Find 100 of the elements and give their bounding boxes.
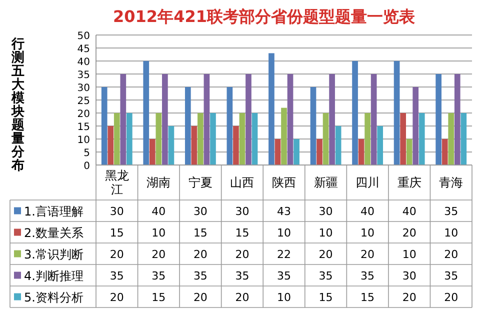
bar xyxy=(156,113,162,165)
bar xyxy=(394,61,400,165)
data-label: 20 xyxy=(110,290,124,304)
data-label: 20 xyxy=(152,248,166,261)
bar xyxy=(114,113,120,165)
data-label: 20 xyxy=(235,290,250,304)
bar xyxy=(252,113,258,165)
data-label: 15 xyxy=(360,290,375,304)
bar xyxy=(310,87,316,165)
data-label: 22 xyxy=(277,248,291,261)
data-label: 10 xyxy=(152,226,166,240)
bar xyxy=(370,74,377,165)
bar xyxy=(460,113,467,165)
bar xyxy=(358,139,364,165)
data-label: 10 xyxy=(444,226,458,240)
data-label: 35 xyxy=(110,269,124,282)
bar xyxy=(191,126,198,165)
data-label: 15 xyxy=(110,226,124,240)
data-label: 35 xyxy=(152,269,166,282)
bar xyxy=(448,113,454,165)
bar xyxy=(274,139,281,165)
data-label: 35 xyxy=(277,269,291,282)
bar xyxy=(329,74,335,165)
y-tick-label: 15 xyxy=(77,122,90,133)
bar xyxy=(442,139,448,165)
bar xyxy=(454,74,460,165)
data-label: 10 xyxy=(277,226,291,240)
bar xyxy=(287,74,294,165)
data-label: 20 xyxy=(444,248,458,261)
legend-label: 3.常识判断 xyxy=(24,247,84,262)
bar xyxy=(239,113,246,165)
bar xyxy=(162,74,168,165)
y-tick-label: 50 xyxy=(77,31,90,42)
bar xyxy=(246,74,252,165)
bar xyxy=(436,74,442,165)
y-tick-label: 0 xyxy=(84,161,90,172)
bar xyxy=(210,113,216,165)
x-tick-label: 四川 xyxy=(356,176,380,190)
data-label: 30 xyxy=(110,204,124,218)
x-tick-label: 黑龙江 xyxy=(104,168,129,196)
x-tick-label: 陕西 xyxy=(272,176,296,190)
bar xyxy=(120,74,126,165)
bar xyxy=(281,108,287,165)
legend-label: 1.言语理解 xyxy=(24,204,84,218)
bar xyxy=(226,87,233,165)
bar xyxy=(322,113,329,165)
x-tick-label: 山西 xyxy=(230,176,254,190)
bar xyxy=(400,113,406,165)
data-label: 35 xyxy=(235,269,250,282)
data-label: 20 xyxy=(318,248,333,261)
data-label: 15 xyxy=(318,290,333,304)
bar xyxy=(294,139,300,165)
x-tick-label: 湖南 xyxy=(146,176,171,190)
y-tick-label: 35 xyxy=(77,70,90,81)
bar xyxy=(143,61,150,165)
chart-title: 2012年421联考部分省份题型题量一览表 xyxy=(113,7,416,26)
bar xyxy=(268,53,274,165)
data-label: 15 xyxy=(152,290,166,304)
bar xyxy=(412,87,419,165)
legend-label: 2.数量关系 xyxy=(24,226,84,240)
data-label: 10 xyxy=(402,248,416,261)
bar xyxy=(233,126,239,165)
data-label: 20 xyxy=(444,290,458,304)
data-label: 35 xyxy=(318,269,333,282)
data-label: 35 xyxy=(444,204,458,218)
y-tick-label: 30 xyxy=(77,83,90,94)
y-tick-label: 10 xyxy=(77,135,90,146)
data-label: 35 xyxy=(193,269,208,282)
bar xyxy=(149,139,156,165)
y-tick-label: 40 xyxy=(77,57,90,68)
y-tick-label: 45 xyxy=(77,44,90,55)
data-label: 20 xyxy=(402,226,416,240)
data-label: 40 xyxy=(402,204,416,218)
data-label: 20 xyxy=(193,248,208,261)
bar xyxy=(168,126,174,165)
ylabel: 行测五大模块题量分布 xyxy=(12,37,24,174)
data-label: 30 xyxy=(318,204,333,218)
x-tick-label: 新疆 xyxy=(314,176,338,190)
data-label: 30 xyxy=(193,204,208,218)
y-tick-label: 20 xyxy=(77,109,90,120)
data-label: 20 xyxy=(235,248,250,261)
data-label: 10 xyxy=(318,226,333,240)
data-label: 40 xyxy=(360,204,375,218)
bar xyxy=(184,87,191,165)
data-label: 20 xyxy=(193,290,208,304)
data-label: 15 xyxy=(235,226,250,240)
data-label: 30 xyxy=(235,204,250,218)
data-label: 20 xyxy=(402,290,416,304)
data-label: 40 xyxy=(152,204,166,218)
data-label: 15 xyxy=(193,226,208,240)
data-label: 35 xyxy=(444,269,458,282)
data-label: 10 xyxy=(277,290,291,304)
data-label: 43 xyxy=(277,204,291,218)
x-tick-label: 重庆 xyxy=(397,176,422,190)
bar xyxy=(126,113,132,165)
bar xyxy=(406,139,412,165)
bar xyxy=(352,61,358,165)
data-label: 35 xyxy=(360,269,375,282)
bar xyxy=(204,74,210,165)
bar xyxy=(335,126,342,165)
